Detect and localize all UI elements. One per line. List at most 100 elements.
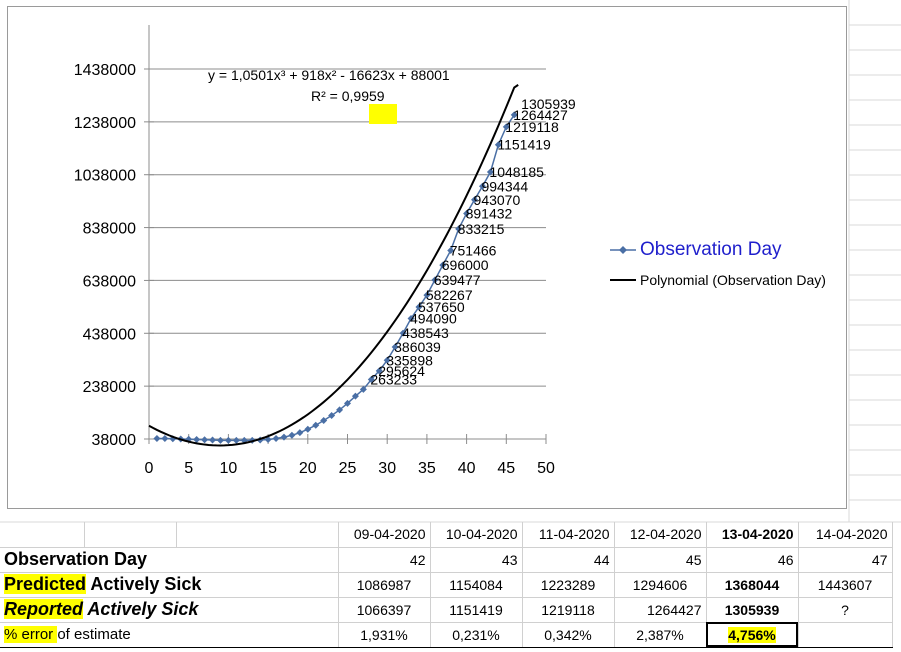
observation-point bbox=[161, 434, 169, 442]
x-tick-label: 5 bbox=[184, 460, 193, 477]
observation-point bbox=[312, 421, 320, 429]
x-tick-label: 30 bbox=[378, 460, 396, 477]
table-cell[interactable]: 1368044 bbox=[706, 572, 799, 598]
table-cell[interactable]: 1066397 bbox=[338, 597, 431, 623]
observation-point bbox=[328, 411, 336, 419]
row-label-error[interactable]: % error of estimate bbox=[0, 622, 339, 648]
y-tick-label: 1438000 bbox=[74, 62, 136, 79]
observation-point bbox=[153, 434, 161, 442]
chart-area[interactable]: 38000 238000 438000 638000 838000 1038000 1238… bbox=[7, 6, 847, 509]
y-tick-label: 438000 bbox=[83, 326, 136, 343]
table-row: Observation Day 42 43 44 45 46 47 bbox=[0, 547, 893, 573]
data-table: 09-04-2020 10-04-2020 11-04-2020 12-04-2… bbox=[0, 522, 893, 648]
x-tick-label: 15 bbox=[259, 460, 277, 477]
trendline-equation: y = 1,0501x³ + 918x² - 16623x + 88001 bbox=[208, 67, 450, 83]
data-label: 696000 bbox=[442, 257, 489, 273]
table-cell[interactable]: 1223289 bbox=[522, 572, 615, 598]
observation-point bbox=[224, 436, 232, 444]
table-cell[interactable]: 2,387% bbox=[614, 622, 707, 648]
row-label-predicted[interactable]: Predicted Actively Sick bbox=[0, 572, 339, 598]
table-cell[interactable]: 1219118 bbox=[522, 597, 615, 623]
observation-point bbox=[375, 367, 383, 375]
observation-point bbox=[320, 417, 328, 424]
table-cell[interactable]: 1294606 bbox=[614, 572, 707, 598]
observation-series-line bbox=[156, 114, 515, 442]
data-label: 1048185 bbox=[489, 164, 544, 180]
table-cell[interactable] bbox=[798, 622, 893, 648]
table-cell[interactable]: 1264427 bbox=[614, 597, 707, 623]
table-cell[interactable]: 1086987 bbox=[338, 572, 431, 598]
observation-point bbox=[193, 436, 201, 444]
x-tick-label: 0 bbox=[145, 460, 154, 477]
observation-point bbox=[391, 343, 399, 351]
selected-cell[interactable]: 4,756% bbox=[706, 622, 799, 648]
data-label: 891432 bbox=[466, 205, 513, 221]
table-cell[interactable]: 0,342% bbox=[522, 622, 615, 648]
row-label-reported[interactable]: Reported Actively Sick bbox=[0, 597, 339, 623]
data-label: 1264427 bbox=[513, 107, 568, 123]
table-cell[interactable]: 1443607 bbox=[798, 572, 893, 598]
table-cell[interactable]: 42 bbox=[338, 547, 431, 573]
observation-point bbox=[383, 356, 391, 364]
diamond-marker-icon bbox=[610, 246, 636, 254]
data-label: 833215 bbox=[458, 221, 505, 237]
data-label: 335898 bbox=[386, 352, 433, 368]
data-label: 1151419 bbox=[497, 137, 551, 153]
row-label-observation-day[interactable]: Observation Day bbox=[0, 547, 339, 573]
observation-point bbox=[280, 433, 288, 441]
observation-point bbox=[431, 276, 439, 284]
table-cell[interactable]: 1,931% bbox=[338, 622, 431, 648]
x-tick-label: 35 bbox=[418, 460, 436, 477]
observation-point bbox=[502, 123, 510, 131]
table-cell[interactable]: ? bbox=[798, 597, 893, 623]
data-label: 263233 bbox=[370, 371, 417, 387]
observation-point bbox=[304, 425, 312, 433]
observation-point bbox=[399, 329, 407, 337]
observation-point bbox=[439, 261, 447, 269]
table-row: % error of estimate 1,931% 0,231% 0,342%… bbox=[0, 622, 893, 648]
data-label: 386039 bbox=[394, 339, 441, 355]
table-cell[interactable]: 47 bbox=[798, 547, 893, 573]
y-tick-label: 1038000 bbox=[74, 168, 136, 185]
data-label: 1219118 bbox=[505, 119, 559, 135]
date-cell[interactable]: 09-04-2020 bbox=[338, 522, 431, 548]
data-label: 582267 bbox=[426, 287, 473, 303]
y-tick-label: 838000 bbox=[83, 221, 136, 238]
table-cell[interactable]: 43 bbox=[430, 547, 523, 573]
date-cell[interactable]: 13-04-2020 bbox=[706, 522, 799, 548]
yellow-highlight-mark bbox=[369, 104, 397, 124]
y-tick-label: 638000 bbox=[83, 273, 136, 290]
observation-point bbox=[288, 431, 296, 439]
table-header-row: 09-04-2020 10-04-2020 11-04-2020 12-04-2… bbox=[0, 522, 893, 548]
date-cell[interactable]: 14-04-2020 bbox=[798, 522, 893, 548]
table-cell[interactable]: 1151419 bbox=[430, 597, 523, 623]
table-cell[interactable]: 1154084 bbox=[430, 572, 523, 598]
observation-point bbox=[471, 196, 479, 204]
table-row: Reported Actively Sick 1066397 1151419 1… bbox=[0, 597, 893, 623]
observation-point bbox=[351, 392, 359, 400]
table-cell[interactable]: 44 bbox=[522, 547, 615, 573]
data-label: 438543 bbox=[402, 325, 449, 341]
y-tick-label: 238000 bbox=[83, 379, 136, 396]
date-cell[interactable]: 10-04-2020 bbox=[430, 522, 523, 548]
table-cell[interactable]: 46 bbox=[706, 547, 799, 573]
observation-point bbox=[463, 209, 471, 217]
observation-point bbox=[478, 182, 486, 190]
table-cell[interactable]: 45 bbox=[614, 547, 707, 573]
observation-point bbox=[359, 385, 367, 393]
x-tick-label: 40 bbox=[458, 460, 476, 477]
data-label: 994344 bbox=[481, 178, 528, 194]
table-cell[interactable]: 1305939 bbox=[706, 597, 799, 623]
data-label: 295624 bbox=[378, 363, 425, 379]
table-cell[interactable]: 0,231% bbox=[430, 622, 523, 648]
line-marker-icon bbox=[610, 279, 636, 281]
date-cell[interactable]: 11-04-2020 bbox=[522, 522, 615, 548]
r-squared-label: R² = 0,9959 bbox=[311, 88, 385, 104]
data-label: 1305939 bbox=[521, 96, 576, 112]
data-label: 639477 bbox=[434, 272, 481, 288]
data-label: 943070 bbox=[474, 192, 521, 208]
data-label: 537650 bbox=[418, 299, 465, 315]
data-label: 751466 bbox=[450, 242, 497, 258]
data-label: 494090 bbox=[410, 310, 457, 326]
date-cell[interactable]: 12-04-2020 bbox=[614, 522, 707, 548]
